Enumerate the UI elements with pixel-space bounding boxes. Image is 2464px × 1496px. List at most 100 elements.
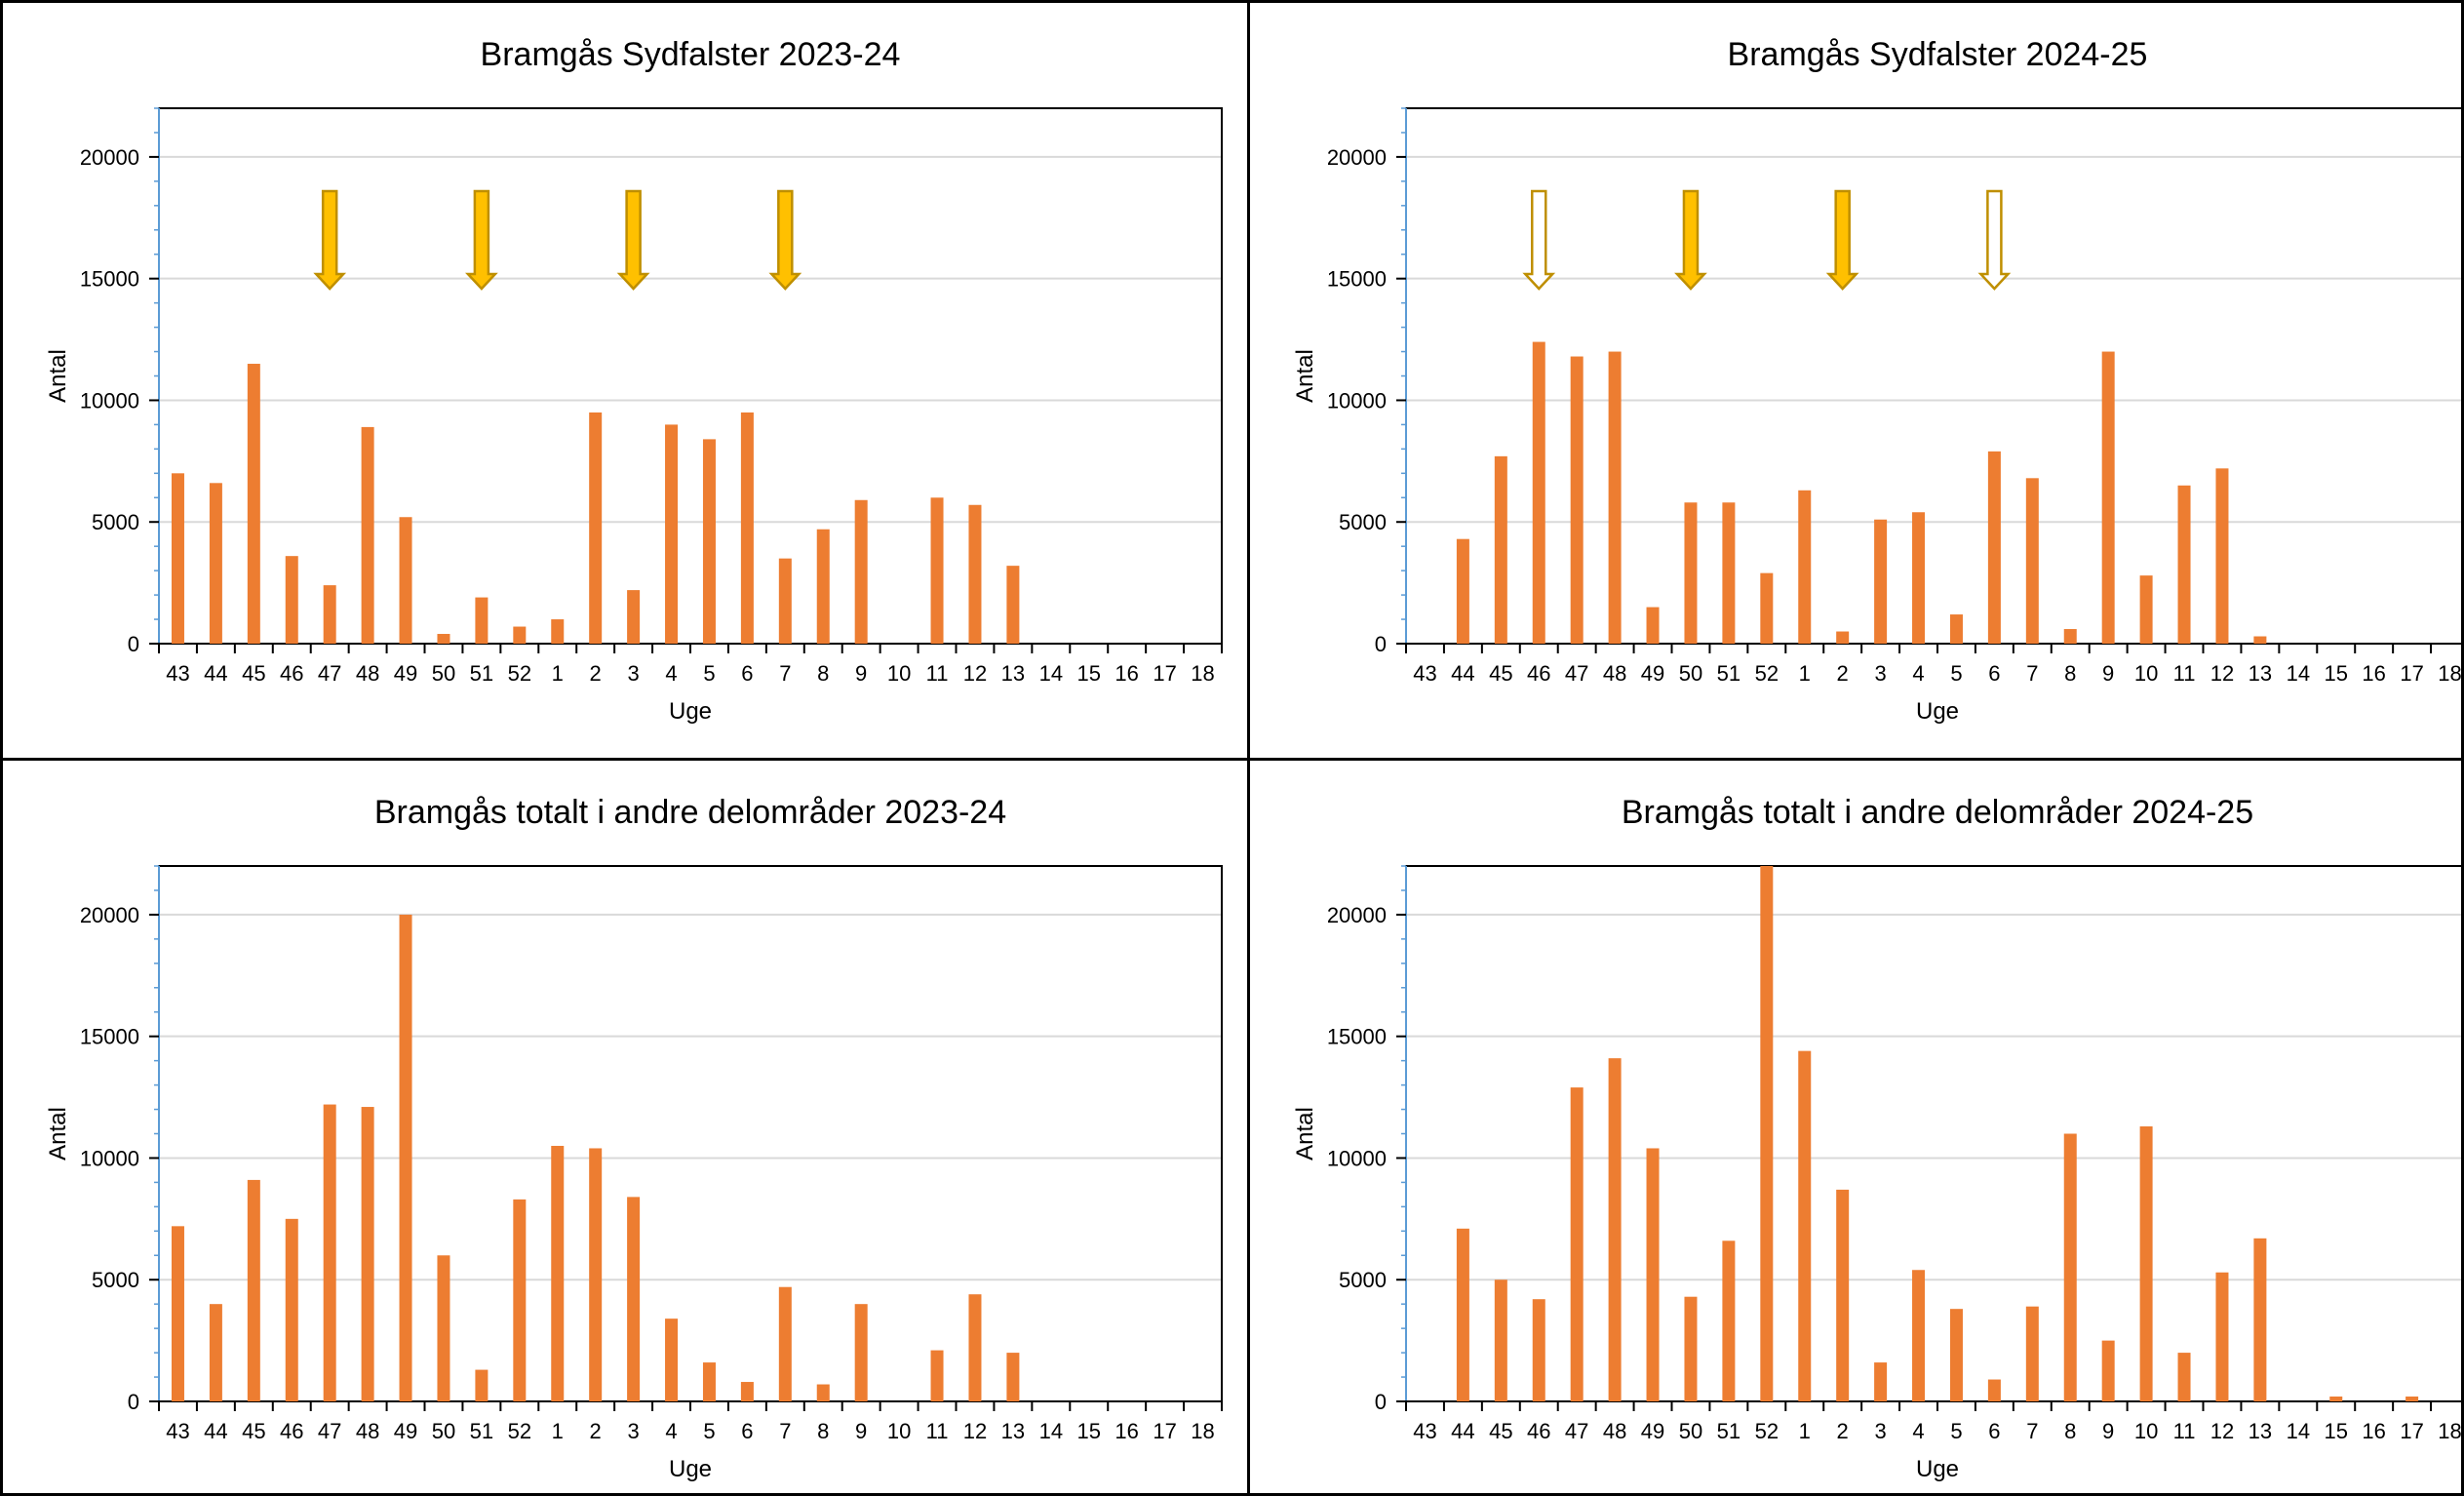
plot-area — [158, 865, 1223, 1402]
chart-svg: Bramgås Sydfalster 2023-24 0 5000 10000 1500… — [45, 36, 1223, 725]
x-tick-label: 6 — [1988, 661, 2000, 686]
x-axis-label: Uge — [669, 1456, 712, 1482]
bar-week-51 — [1722, 502, 1736, 644]
y-tick-label: 15000 — [80, 267, 139, 292]
x-tick-label: 49 — [1641, 1419, 1664, 1443]
x-tick-label: 50 — [1679, 661, 1702, 686]
x-tick-label: 50 — [1679, 1419, 1702, 1443]
x-tick-label: 3 — [1874, 661, 1886, 686]
y-tick-label: 10000 — [1327, 388, 1387, 413]
x-tick-label: 5 — [703, 1419, 715, 1443]
bar-week-45 — [247, 364, 260, 644]
y-axis-label: Antal — [1292, 349, 1318, 403]
bar-week-50 — [437, 634, 450, 644]
x-axis-label: Uge — [1916, 1456, 1959, 1482]
bar-week-5 — [1949, 1309, 1963, 1401]
y-tick-label: 5000 — [1339, 1268, 1387, 1292]
bar-week-7 — [778, 558, 792, 644]
x-tick-label: 13 — [2249, 661, 2272, 686]
x-tick-label: 47 — [318, 661, 341, 686]
bar-week-4 — [1912, 1270, 1926, 1401]
bar-week-3 — [1874, 1362, 1888, 1401]
bar-week-8 — [816, 529, 830, 644]
bar-week-10 — [2139, 1126, 2153, 1401]
x-tick-label: 15 — [2325, 1419, 2348, 1443]
x-tick-label: 8 — [2064, 661, 2076, 686]
bar-week-12 — [968, 504, 982, 644]
x-tick-label: 15 — [1077, 1419, 1101, 1443]
x-tick-label: 1 — [552, 661, 564, 686]
x-tick-label: 11 — [2173, 661, 2196, 686]
bar-week-52 — [1760, 866, 1774, 1401]
x-tick-label: 48 — [356, 661, 379, 686]
y-tick-label: 10000 — [80, 1146, 139, 1170]
x-tick-label: 44 — [204, 661, 227, 686]
x-tick-label: 6 — [741, 661, 753, 686]
x-tick-label: 13 — [1001, 661, 1025, 686]
x-tick-label: 4 — [1912, 1419, 1924, 1443]
x-tick-label: 9 — [855, 1419, 867, 1443]
x-tick-label: 9 — [2102, 1419, 2114, 1443]
bar-week-50 — [1684, 502, 1698, 644]
bar-week-45 — [1494, 455, 1507, 644]
x-tick-label: 16 — [2362, 661, 2385, 686]
bar-week-1 — [1798, 490, 1812, 644]
x-tick-label: 3 — [1874, 1419, 1886, 1443]
x-tick-label: 46 — [1527, 661, 1550, 686]
y-tick-label: 0 — [1375, 632, 1387, 656]
x-tick-label: 52 — [508, 661, 531, 686]
y-tick-label: 20000 — [1327, 145, 1387, 170]
x-tick-label: 2 — [1837, 1419, 1849, 1443]
bar-week-4 — [665, 1319, 679, 1401]
chart-panel-andre-delomraader-2024-25: Bramgås totalt i andre delområder 2024-2… — [1247, 758, 2464, 1496]
y-tick-label: 10000 — [1327, 1146, 1387, 1170]
x-tick-label: 45 — [1489, 661, 1512, 686]
bar-week-51 — [1722, 1240, 1736, 1401]
bar-week-47 — [1570, 356, 1584, 644]
bar-week-1 — [1798, 1050, 1812, 1401]
x-tick-label: 10 — [2134, 1419, 2158, 1443]
bar-week-49 — [399, 914, 412, 1401]
x-tick-label: 17 — [2400, 661, 2423, 686]
x-tick-label: 15 — [2325, 661, 2348, 686]
x-tick-label: 12 — [2210, 661, 2234, 686]
bar-week-8 — [2063, 629, 2077, 644]
bar-week-2 — [589, 412, 603, 644]
x-tick-label: 14 — [2287, 661, 2310, 686]
x-tick-label: 1 — [1799, 661, 1811, 686]
y-tick-label: 15000 — [1327, 267, 1387, 292]
x-tick-label: 9 — [2102, 661, 2114, 686]
bar-week-2 — [589, 1148, 603, 1401]
x-tick-label: 11 — [2173, 1419, 2196, 1443]
x-tick-label: 2 — [590, 1419, 602, 1443]
x-tick-label: 49 — [394, 1419, 417, 1443]
bar-week-48 — [1608, 351, 1622, 644]
bar-week-46 — [285, 1218, 298, 1401]
bar-week-48 — [361, 426, 374, 644]
x-tick-label: 47 — [318, 1419, 341, 1443]
bar-week-46 — [1532, 341, 1545, 644]
bar-week-10 — [2139, 575, 2153, 644]
x-tick-label: 1 — [1799, 1419, 1811, 1443]
chart-title: Bramgås totalt i andre delområder 2023-2… — [374, 794, 1006, 831]
x-tick-label: 17 — [1153, 661, 1176, 686]
y-axis-label: Antal — [1292, 1107, 1318, 1161]
bar-week-2 — [1836, 631, 1850, 644]
bar-week-13 — [1006, 1353, 1020, 1401]
arrow-marker-week-2 — [1825, 189, 1859, 291]
x-tick-label: 14 — [1039, 661, 1063, 686]
bar-week-11 — [930, 1350, 944, 1401]
bar-week-7 — [778, 1286, 792, 1401]
arrow-marker-week-47 — [313, 189, 347, 291]
bar-week-47 — [1570, 1087, 1584, 1401]
chart-svg: Bramgås totalt i andre delområder 2024-2… — [1292, 794, 2461, 1482]
x-tick-label: 12 — [2210, 1419, 2234, 1443]
x-tick-label: 46 — [280, 661, 303, 686]
x-tick-label: 51 — [470, 661, 493, 686]
bar-week-12 — [2215, 1272, 2229, 1401]
x-tick-label: 16 — [1115, 661, 1138, 686]
x-tick-label: 18 — [2438, 1419, 2461, 1443]
y-tick-label: 5000 — [92, 510, 139, 534]
x-tick-label: 48 — [1603, 661, 1626, 686]
